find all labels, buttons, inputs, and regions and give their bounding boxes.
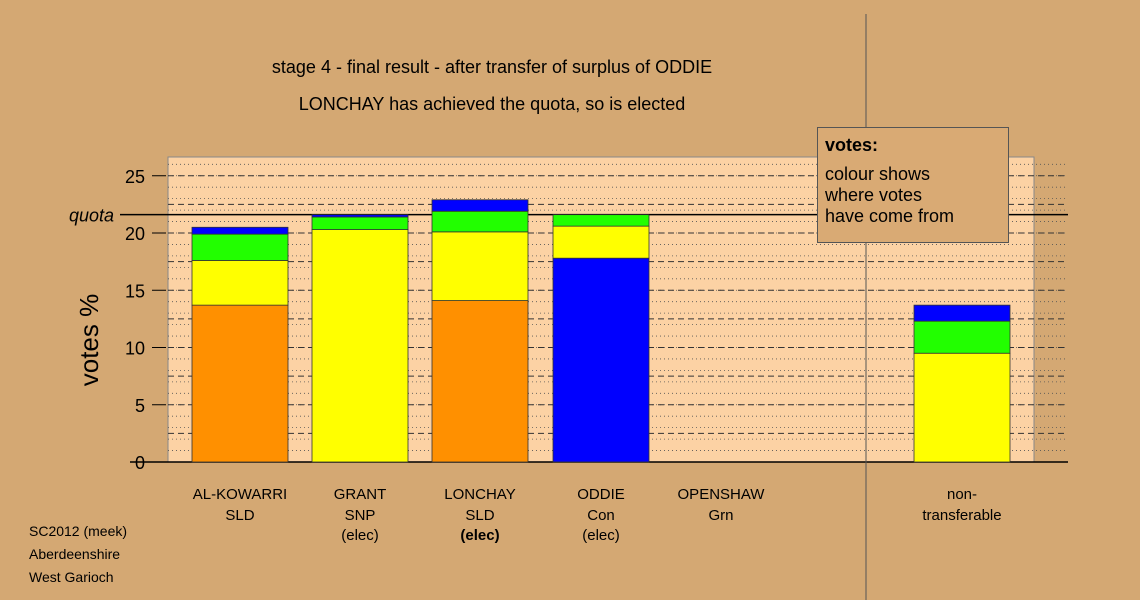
bar-segment-orange [191, 304, 289, 463]
bar-segment-yellow [913, 352, 1011, 463]
candidate-party: SLD [465, 507, 494, 524]
legend-line-2: where votes [825, 185, 923, 205]
bar-segment-yellow [311, 229, 409, 463]
y-tick-label: 15 [125, 281, 145, 301]
candidate-party: SLD [225, 507, 254, 524]
candidate-status: (elec) [582, 527, 620, 544]
bar-segment-orange [431, 300, 529, 463]
bar-segment-blue [913, 304, 1011, 322]
candidate-party: SNP [345, 507, 376, 524]
chart-title: stage 4 - final result - after transfer … [272, 57, 712, 77]
bar-segment-green [552, 214, 650, 227]
bar-segment-blue [311, 214, 409, 218]
quota-label: quota [69, 206, 114, 226]
y-axis: 0 5 10 15 20 25 quota [69, 167, 166, 473]
candidate-party: transferable [922, 507, 1001, 524]
candidate-name: LONCHAY [444, 486, 515, 503]
legend-line-1: colour shows [825, 164, 931, 184]
candidate-party: Grn [708, 507, 733, 524]
y-tick-label: 25 [125, 167, 145, 187]
candidate-party: Con [587, 507, 615, 524]
candidate-name: AL-KOWARRI [193, 486, 287, 503]
footer-line-2: Aberdeenshire [29, 546, 120, 562]
bar-segment-blue [431, 199, 529, 212]
footer-line-3: West Garioch [29, 569, 114, 585]
y-tick-label: 5 [135, 396, 145, 416]
bar-segment-blue [191, 226, 289, 235]
candidate-status: (elec) [460, 527, 499, 544]
candidate-name: OPENSHAW [678, 486, 766, 503]
candidate-name: GRANT [334, 486, 387, 503]
bar-segment-green [191, 233, 289, 261]
chart-subtitle: LONCHAY has achieved the quota, so is el… [299, 94, 686, 114]
bar-segment-yellow [191, 260, 289, 306]
legend-heading: votes: [825, 135, 879, 155]
candidate-status: (elec) [341, 527, 379, 544]
legend: votes: colour shows where votes have com… [817, 127, 1009, 243]
y-tick-label: 0 [135, 453, 145, 473]
category-labels: AL-KOWARRI SLD GRANT SNP (elec) LONCHAY SLD (el… [193, 486, 1002, 544]
y-tick-label: 20 [125, 224, 145, 244]
bar-segment-green [913, 320, 1011, 354]
legend-line-3: have come from [825, 206, 955, 226]
y-axis-label: votes % [74, 294, 104, 387]
footer-line-1: SC2012 (meek) [29, 523, 127, 539]
bar-segment-yellow [431, 231, 529, 301]
candidate-name: ODDIE [577, 486, 625, 503]
bar-segment-blue [552, 257, 650, 463]
bars [191, 199, 1011, 463]
bar-segment-yellow [552, 225, 650, 259]
bar-segment-green [311, 216, 409, 230]
candidate-name: non- [947, 486, 977, 503]
bar-segment-green [431, 210, 529, 233]
y-tick-label: 10 [125, 339, 145, 359]
